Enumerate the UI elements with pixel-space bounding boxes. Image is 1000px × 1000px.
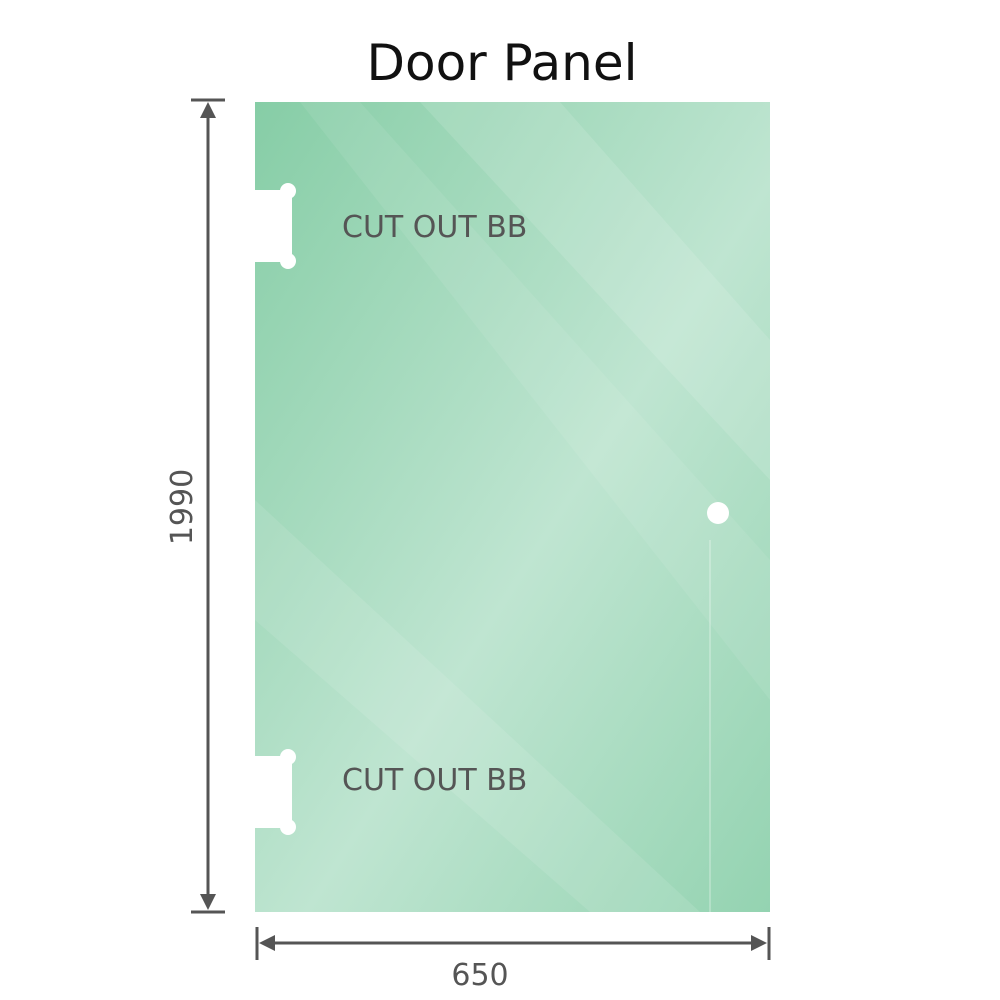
- cutout-bottom-label: CUT OUT BB: [342, 763, 527, 798]
- width-dimension-label: 650: [451, 958, 508, 993]
- cutout-top: [250, 183, 296, 269]
- cutout-top-label: CUT OUT BB: [342, 210, 527, 245]
- cutout-bottom: [250, 749, 296, 835]
- handle-hole: [707, 502, 729, 524]
- width-dimension-line: [255, 927, 771, 960]
- height-dimension-label: 1990: [165, 469, 200, 545]
- glass-panel: [255, 102, 770, 912]
- height-dimension-line: [191, 98, 225, 914]
- diagram-title: Door Panel: [366, 34, 637, 92]
